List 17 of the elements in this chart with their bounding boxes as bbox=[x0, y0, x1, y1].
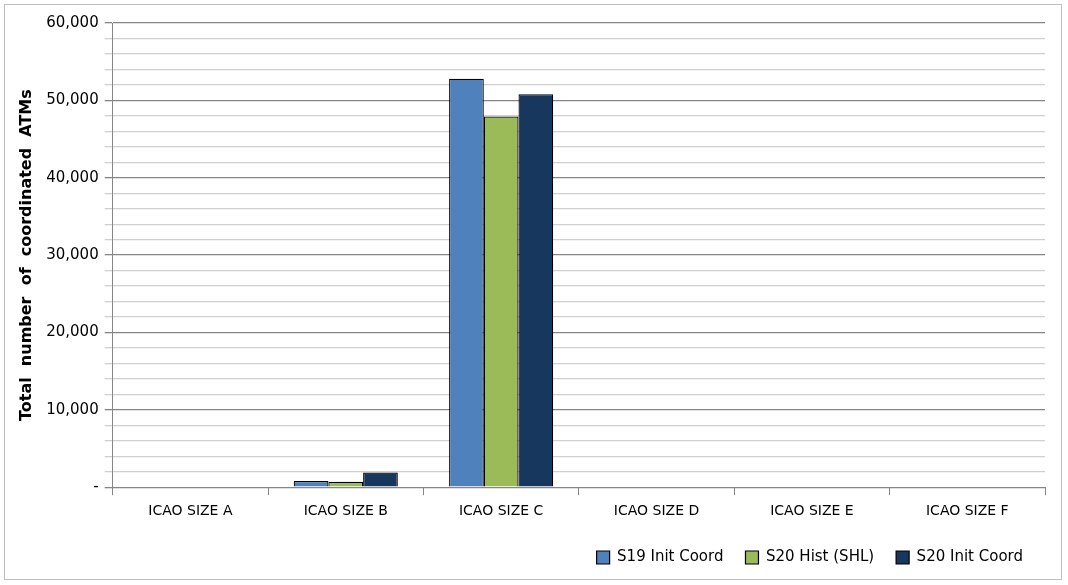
x-tick-label: ICAO SIZE A bbox=[148, 502, 233, 519]
legend-label: S19 Init Coord bbox=[617, 547, 724, 566]
x-tick-label: ICAO SIZE B bbox=[303, 502, 388, 519]
x-tick-label: ICAO SIZE C bbox=[458, 502, 544, 519]
y-tick-label: 10,000 bbox=[46, 399, 99, 418]
x-tick-label: ICAO SIZE E bbox=[770, 502, 854, 519]
y-tick-label: 60,000 bbox=[46, 12, 99, 31]
y-tick-label: 20,000 bbox=[46, 322, 99, 341]
x-tick-label: ICAO SIZE F bbox=[925, 502, 1009, 519]
legend-label: S20 Init Coord bbox=[916, 547, 1024, 566]
y-tick-label: 30,000 bbox=[46, 244, 99, 263]
y-tick-label: 40,000 bbox=[46, 167, 99, 186]
y-tick-label: 50,000 bbox=[46, 90, 99, 109]
y-axis-title: Total number of coordinated ATMs bbox=[15, 89, 35, 422]
legend-label: S20 Hist (SHL) bbox=[765, 547, 875, 566]
x-tick-label: ICAO SIZE D bbox=[613, 502, 700, 519]
y-tick-label: - bbox=[93, 477, 99, 496]
